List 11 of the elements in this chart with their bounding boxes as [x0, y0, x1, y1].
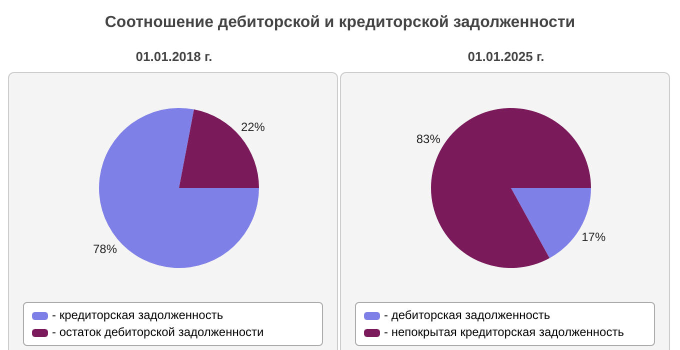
legend-label: - кредиторская задолженность — [52, 307, 224, 324]
chart-subtitle: 01.01.2025 г. — [466, 48, 546, 66]
chart-title: Соотношение дебиторской и кредиторской задолженности — [104, 13, 576, 33]
data-label: 83% — [416, 132, 441, 146]
data-label: 22% — [240, 120, 266, 134]
legend-label: - дебиторская задолженность — [384, 307, 550, 324]
data-label: 78% — [93, 242, 118, 256]
data-label: 17% — [582, 230, 606, 244]
legend-label: - непокрытая кредиторская задолженность — [384, 324, 624, 341]
chart-subtitle: 01.01.2018 г. — [134, 48, 214, 66]
legend-label: - остаток дебиторской задолженности — [52, 324, 264, 341]
